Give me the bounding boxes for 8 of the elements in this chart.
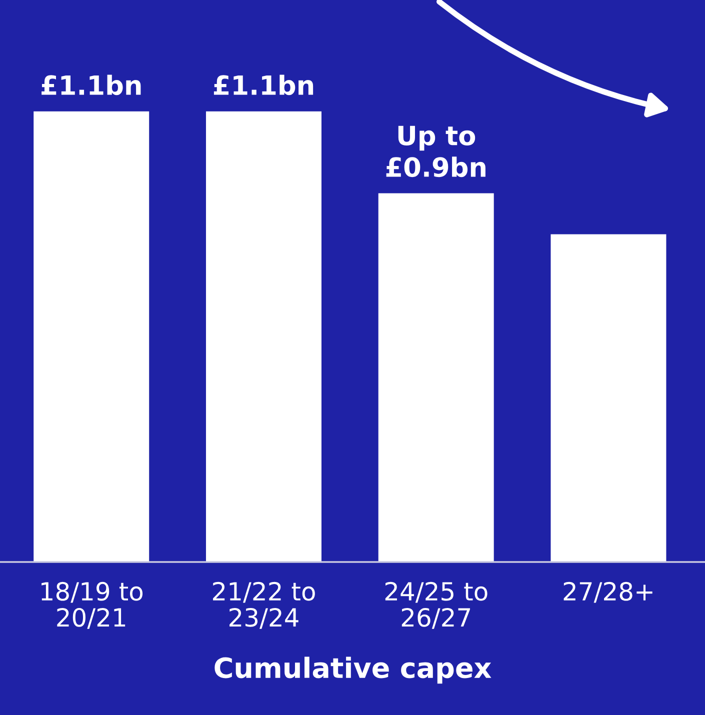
x-tick-label: 18/19 to 20/21: [42, 582, 143, 629]
x-tick-label: 24/25 to 26/27: [385, 582, 488, 629]
x-tick-label: 27/28+: [564, 582, 652, 603]
x-axis-title: Cumulative capex: [214, 656, 492, 684]
data-label: Up to £0.9bn: [386, 126, 486, 178]
data-label: £1.1bn: [214, 74, 314, 96]
data-label: £1.1bn: [42, 74, 141, 96]
x-tick-label: 21/22 to 23/24: [213, 582, 315, 629]
